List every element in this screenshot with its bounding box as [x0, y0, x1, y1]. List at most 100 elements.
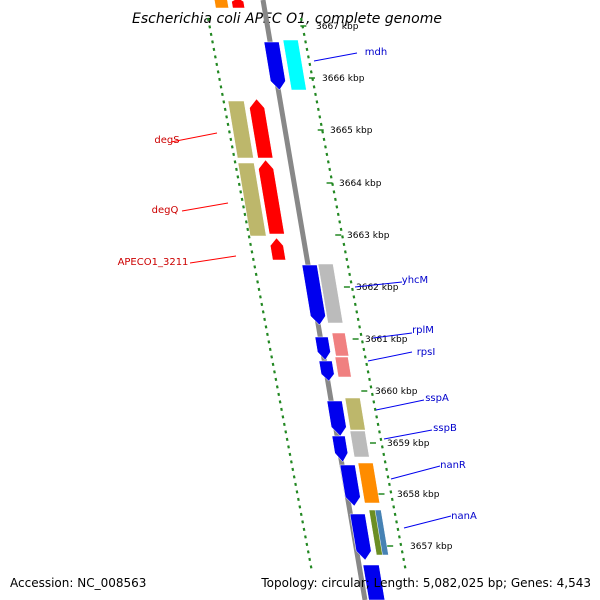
tick-dot — [285, 437, 289, 442]
tick-dot — [235, 167, 238, 172]
tick-dot — [355, 310, 359, 314]
tick-dot — [398, 535, 401, 539]
leader-line — [375, 399, 425, 411]
tick-dot — [351, 287, 354, 292]
tick-label: 3660 kbp — [375, 387, 418, 397]
tick-dot — [361, 340, 364, 344]
tick-dot — [230, 145, 234, 149]
gene-label-yhcM: yhcM — [402, 275, 428, 286]
tick-dot — [386, 475, 390, 479]
tick-dot — [383, 460, 387, 464]
tick-dot — [305, 47, 309, 52]
tick-dot — [211, 40, 214, 44]
tick-dot — [302, 527, 306, 532]
leader-line — [383, 429, 433, 440]
tick-label: 3667 kbp — [316, 22, 359, 32]
tick-dot — [240, 197, 244, 202]
tick-dot — [247, 235, 251, 239]
tick-dot — [299, 512, 303, 517]
tick-dot — [373, 407, 377, 412]
tick-dot — [363, 355, 367, 359]
tick-dot — [267, 340, 271, 344]
tick-dot — [233, 160, 237, 164]
leader-line — [313, 52, 358, 62]
tick-dot — [253, 265, 257, 269]
tick-dot — [287, 445, 290, 449]
gene-labels: degS degQ APECO1_3211 mdh yhcM rplM rpsI sspA ss… — [118, 47, 477, 529]
leader-line — [170, 132, 218, 143]
tick-dot — [325, 152, 329, 157]
tick-dot — [270, 355, 274, 359]
forward-tick-track — [206, 17, 313, 569]
tick-dot — [206, 17, 210, 22]
tick-dot — [219, 85, 223, 89]
feature-degQ-red — [258, 159, 285, 235]
tick-dot — [319, 122, 323, 127]
tick-dot — [299, 17, 303, 22]
feature-nana-teal — [374, 509, 389, 556]
feature-rplm-blue — [314, 336, 331, 361]
tick-dot — [318, 115, 322, 119]
tick-dot — [378, 430, 381, 434]
tick-dot — [304, 40, 307, 44]
tick-dot — [263, 317, 266, 322]
map-title: Escherichia coli APEC O1, complete genom… — [132, 11, 442, 27]
tick-dot — [389, 490, 393, 494]
feature-mdh-cyan — [282, 39, 307, 91]
tick-dot — [278, 400, 282, 404]
tick-dot — [316, 107, 320, 112]
tick-dot — [257, 287, 261, 292]
feature-degQ-olive — [237, 162, 267, 237]
feature-rpsi-pink — [334, 356, 352, 378]
tick-dot — [375, 415, 379, 419]
leader-line — [189, 255, 237, 264]
feature-rplm-pink — [331, 332, 350, 357]
tick-dot — [315, 100, 319, 104]
tick-dot — [277, 392, 281, 397]
feature-orange-top — [214, 0, 229, 9]
tick-dot — [390, 497, 394, 502]
feature-red-top — [231, 0, 245, 9]
tick-dot — [392, 505, 396, 509]
tick-label: 3665 kbp — [330, 126, 373, 136]
leader-line — [367, 351, 413, 362]
tick-dot — [334, 197, 337, 202]
tick-dot — [282, 422, 286, 427]
tick-dot — [314, 92, 317, 97]
gene-features — [214, 0, 389, 600]
feature-degS-olive — [227, 100, 254, 159]
tick-dot — [328, 167, 332, 172]
tick-dot — [244, 220, 248, 224]
tick-dot — [249, 242, 252, 247]
tick-dot — [370, 392, 374, 397]
tick-dot — [393, 512, 397, 517]
tick-label: 3659 kbp — [387, 439, 430, 449]
tick-dot — [226, 122, 230, 127]
feature-mdh-blue — [263, 41, 286, 91]
leader-line — [372, 332, 413, 339]
tick-dot — [304, 535, 307, 539]
tick-dot — [368, 377, 371, 382]
tick-dot — [213, 55, 217, 59]
feature-rpsi-blue — [318, 360, 335, 382]
tick-dot — [243, 212, 247, 217]
tick-dot — [275, 385, 279, 389]
summary-text: Topology: circular; Length: 5,082,025 bp… — [261, 576, 591, 590]
tick-dot — [309, 70, 313, 74]
tick-dot — [218, 77, 221, 82]
tick-dot — [250, 250, 254, 254]
tick-dot — [306, 550, 310, 554]
tick-dot — [359, 332, 363, 337]
tick-dot — [335, 205, 339, 209]
gene-label-rpsI: rpsI — [417, 347, 436, 358]
gene-label-sspA: sspA — [425, 393, 449, 404]
tick-dot — [280, 407, 283, 412]
tick-dot — [346, 265, 350, 269]
tick-dot — [284, 430, 288, 434]
tick-dot — [321, 130, 324, 134]
tick-dot — [237, 182, 241, 187]
tick-dot — [358, 325, 361, 329]
tick-dot — [261, 310, 265, 314]
tick-dot — [324, 145, 327, 149]
tick-dot — [366, 370, 370, 374]
